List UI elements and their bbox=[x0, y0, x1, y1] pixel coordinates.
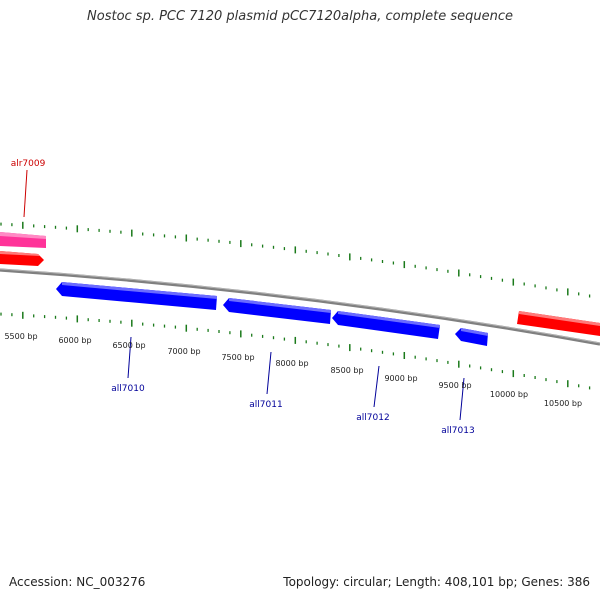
gene-forward-1-arrow-shade bbox=[0, 251, 40, 256]
outer-tick-track bbox=[0, 221, 591, 298]
gene-all7010-callout bbox=[127, 336, 132, 379]
scale-label: 8500 bp bbox=[330, 366, 363, 375]
accession-text: Accession: NC_003276 bbox=[9, 575, 146, 589]
scale-label: 6000 bp bbox=[58, 336, 91, 345]
scale-label: 10500 bp bbox=[544, 399, 582, 408]
gene-all7011-callout bbox=[266, 351, 272, 395]
scale-label: 7000 bp bbox=[167, 347, 200, 356]
gene-all7012-callout bbox=[373, 365, 380, 408]
gene-alr7009-arrow-shade bbox=[0, 232, 46, 239]
gene-forward-2-arrow-shade bbox=[519, 311, 600, 326]
gene-label-all7012[interactable]: all7012 bbox=[356, 413, 389, 423]
gene-label-all7013[interactable]: all7013 bbox=[441, 426, 474, 436]
sequence-backbone bbox=[0, 268, 600, 346]
gene-all7011[interactable] bbox=[223, 298, 331, 324]
gene-all7013[interactable] bbox=[455, 328, 488, 346]
gene-label-alr7009[interactable]: alr7009 bbox=[11, 159, 46, 169]
gene-forward-1[interactable] bbox=[0, 251, 44, 266]
scale-label: 9500 bp bbox=[438, 381, 471, 390]
gene-forward-2[interactable] bbox=[517, 311, 600, 336]
gene-all7011-arrow-shade bbox=[229, 298, 331, 313]
gene-all7010[interactable] bbox=[56, 282, 217, 310]
map-title: Nostoc sp. PCC 7120 plasmid pCC7120alpha… bbox=[87, 9, 513, 24]
inner-tick-track bbox=[0, 311, 591, 390]
gene-all7011-arrow[interactable] bbox=[223, 298, 331, 324]
scale-label: 5500 bp bbox=[4, 332, 37, 341]
topology-summary: Topology: circular; Length: 408,101 bp; … bbox=[283, 575, 590, 589]
gene-all7010-arrow-shade bbox=[62, 282, 217, 299]
scale-label: 7500 bp bbox=[221, 353, 254, 362]
gene-alr7009-callout bbox=[23, 169, 28, 218]
gene-label-all7011[interactable]: all7011 bbox=[249, 400, 282, 410]
scale-label: 9000 bp bbox=[384, 374, 417, 383]
gene-all7013-callout bbox=[459, 377, 465, 421]
sequence-backbone-highlight bbox=[0, 268, 600, 344]
gene-all7010-arrow[interactable] bbox=[56, 282, 217, 310]
gene-label-all7010[interactable]: all7010 bbox=[111, 384, 145, 394]
scale-label: 10000 bp bbox=[490, 390, 528, 399]
gene-all7012-arrow[interactable] bbox=[332, 311, 440, 339]
gene-all7012[interactable] bbox=[332, 311, 440, 339]
scale-label: 6500 bp bbox=[112, 341, 145, 350]
gene-alr7009[interactable] bbox=[0, 232, 46, 248]
gene-all7013-arrow-shade bbox=[461, 328, 488, 336]
gene-forward-2-arrow[interactable] bbox=[517, 311, 600, 336]
gene-all7012-arrow-shade bbox=[338, 311, 440, 328]
scale-label: 8000 bp bbox=[275, 359, 308, 368]
